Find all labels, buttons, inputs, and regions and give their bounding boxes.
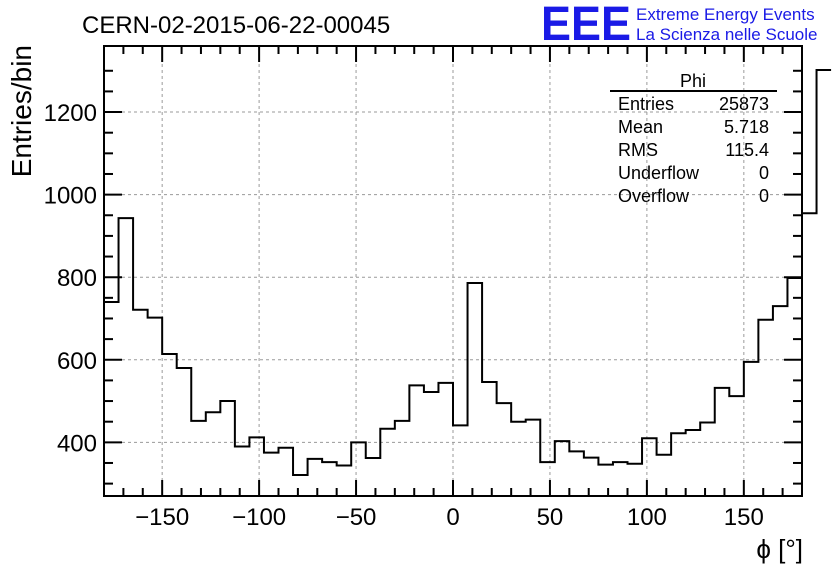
x-tick-label: −100 xyxy=(232,504,286,531)
axis-ticks xyxy=(103,46,803,496)
stats-value: 5.718 xyxy=(724,117,769,137)
y-tick-label: 400 xyxy=(57,430,97,457)
stats-value: 25873 xyxy=(719,94,769,114)
stats-label: Entries xyxy=(618,94,674,114)
x-tick-label: −50 xyxy=(336,504,377,531)
stats-label: Overflow xyxy=(618,186,690,206)
x-tick-label: 150 xyxy=(724,504,764,531)
y-axis-label: Entries/bin xyxy=(6,45,37,177)
y-tick-label: 1200 xyxy=(44,100,97,127)
grid-lines xyxy=(104,46,802,496)
stats-box: Phi Entries 25873 Mean 5.718 RMS 115.4 Underfl… xyxy=(610,71,777,206)
stats-value: 0 xyxy=(759,163,769,183)
eee-logo: EEE Extreme Energy Events La Scienza nel… xyxy=(541,0,817,51)
x-tick-label: 100 xyxy=(627,504,667,531)
y-tick-label: 1000 xyxy=(44,183,97,210)
stats-value: 115.4 xyxy=(725,140,769,160)
tick-labels: −150 −100 −50 0 50 100 150 400 600 800 1000 1200 xyxy=(44,100,764,531)
x-tick-label: −150 xyxy=(135,504,189,531)
stats-label: Underflow xyxy=(618,163,700,183)
stats-label: RMS xyxy=(618,140,658,160)
stats-value: 0 xyxy=(759,186,769,206)
eee-logo-line1: Extreme Energy Events xyxy=(636,5,815,24)
y-tick-label: 800 xyxy=(57,265,97,292)
chart-title: CERN-02-2015-06-22-00045 xyxy=(82,12,390,39)
eee-logo-line2: La Scienza nelle Scuole xyxy=(636,25,817,44)
stats-title: Phi xyxy=(680,71,706,91)
x-tick-label: 0 xyxy=(446,504,459,531)
x-axis-label: ϕ [°] xyxy=(756,534,803,564)
histogram-line xyxy=(104,68,832,476)
stats-label: Mean xyxy=(618,117,663,137)
y-tick-label: 600 xyxy=(57,348,97,375)
x-tick-label: 50 xyxy=(537,504,564,531)
eee-logo-text: EEE xyxy=(541,0,631,51)
